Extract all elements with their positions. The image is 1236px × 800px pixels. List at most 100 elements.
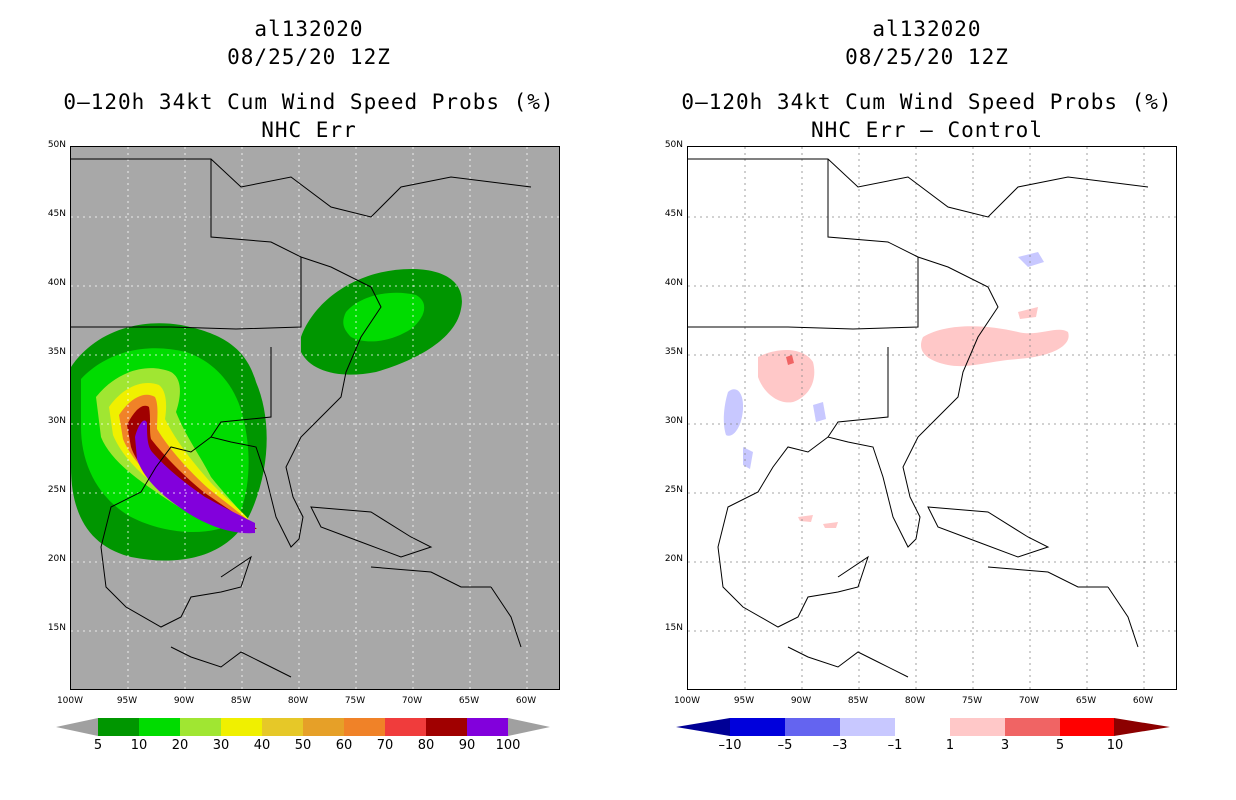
lat-label: 40N bbox=[664, 278, 683, 288]
colorbar-cell bbox=[98, 718, 139, 736]
positive-diff-strong bbox=[786, 355, 794, 365]
lon-label: 70W bbox=[401, 696, 423, 706]
colorbar-cell bbox=[1060, 718, 1114, 736]
lat-label: 45N bbox=[664, 209, 683, 219]
lon-label: 70W bbox=[1018, 696, 1040, 706]
map-svg bbox=[71, 147, 559, 689]
graticule bbox=[71, 147, 559, 689]
lat-label: 30N bbox=[47, 416, 66, 426]
lon-label: 90W bbox=[173, 696, 195, 706]
colorbar-label: –1 bbox=[887, 738, 903, 753]
colorbar-cell bbox=[895, 718, 950, 736]
positive-diff-region bbox=[1018, 307, 1038, 319]
colorbar-label: 100 bbox=[495, 738, 521, 753]
coastlines bbox=[688, 158, 1149, 678]
lat-label: 35N bbox=[664, 347, 683, 357]
positive-diff-region bbox=[823, 522, 838, 528]
negative-diff-region bbox=[1018, 252, 1044, 267]
right-colorbar bbox=[676, 718, 1170, 736]
colorbar-cell bbox=[785, 718, 840, 736]
probability-map bbox=[70, 146, 560, 690]
colorbar-cell bbox=[262, 718, 303, 736]
colorbar-cell bbox=[180, 718, 221, 736]
lon-label: 90W bbox=[790, 696, 812, 706]
lon-label: 100W bbox=[673, 696, 701, 706]
positive-diff-region bbox=[920, 326, 1069, 367]
prob-50-region bbox=[119, 394, 255, 528]
lon-label: 95W bbox=[733, 696, 755, 706]
colorbar-cell bbox=[1005, 718, 1060, 736]
colorbar-cell bbox=[950, 718, 1005, 736]
colorbar-cell bbox=[139, 718, 180, 736]
datetime-title: 08/25/20 12Z bbox=[227, 45, 391, 69]
colorbar-label: 10 bbox=[1106, 738, 1124, 753]
lon-label: 85W bbox=[230, 696, 252, 706]
negative-diff-region bbox=[813, 402, 826, 422]
colorbar-label: 70 bbox=[376, 738, 394, 753]
negative-diff-region bbox=[743, 447, 753, 469]
prob-90-region bbox=[135, 420, 255, 534]
lon-label: 80W bbox=[904, 696, 926, 706]
left-panel: al132020 08/25/20 12Z 0–120h 34kt Cum Wi… bbox=[47, 17, 560, 753]
positive-diff-region bbox=[758, 350, 815, 403]
colorbar-label: 30 bbox=[212, 738, 230, 753]
colorbar-cell bbox=[303, 718, 344, 736]
left-colorbar bbox=[56, 718, 550, 736]
colorbar-label: 5 bbox=[1055, 738, 1065, 753]
lat-label: 35N bbox=[47, 347, 66, 357]
product-title: 0–120h 34kt Cum Wind Speed Probs (%) bbox=[681, 90, 1173, 114]
lon-label: 75W bbox=[344, 696, 366, 706]
colorbar-label: –5 bbox=[777, 738, 793, 753]
coastlines bbox=[71, 158, 532, 678]
colorbar-end-low bbox=[56, 718, 98, 736]
lat-label: 25N bbox=[47, 485, 66, 495]
lon-label: 60W bbox=[515, 696, 537, 706]
colorbar-cell bbox=[385, 718, 426, 736]
colorbar-label: –10 bbox=[718, 738, 742, 753]
lat-label: 15N bbox=[664, 623, 683, 633]
colorbar-label: 3 bbox=[1000, 738, 1010, 753]
negative-diff-region bbox=[723, 389, 744, 436]
lat-label: 40N bbox=[47, 278, 66, 288]
lon-label: 75W bbox=[961, 696, 983, 706]
colorbar-label: 40 bbox=[253, 738, 271, 753]
lat-label: 15N bbox=[47, 623, 66, 633]
positive-diff-region bbox=[798, 515, 813, 522]
lon-label: 65W bbox=[1075, 696, 1097, 706]
colorbar-cell bbox=[840, 718, 895, 736]
colorbar-cell bbox=[221, 718, 262, 736]
lat-label: 50N bbox=[47, 140, 66, 150]
storm-id-title: al132020 bbox=[872, 17, 982, 41]
lat-label: 20N bbox=[664, 554, 683, 564]
colorbar-label: 80 bbox=[417, 738, 435, 753]
lon-label: 100W bbox=[56, 696, 84, 706]
map-svg bbox=[688, 147, 1176, 689]
product-title: 0–120h 34kt Cum Wind Speed Probs (%) bbox=[63, 90, 555, 114]
lat-label: 25N bbox=[664, 485, 683, 495]
colorbar-cell bbox=[467, 718, 508, 736]
colorbar-label: 90 bbox=[458, 738, 476, 753]
prob-10-northeast bbox=[343, 292, 425, 342]
subtitle: NHC Err – Control bbox=[811, 118, 1043, 142]
colorbar-label: –3 bbox=[832, 738, 848, 753]
colorbar-label: 5 bbox=[93, 738, 103, 753]
colorbar-end-low bbox=[676, 718, 730, 736]
colorbar-cell bbox=[344, 718, 385, 736]
colorbar-label: 60 bbox=[335, 738, 353, 753]
colorbar-end-high bbox=[1114, 718, 1170, 736]
difference-map bbox=[687, 146, 1177, 690]
subtitle: NHC Err bbox=[261, 118, 357, 142]
lat-label: 20N bbox=[47, 554, 66, 564]
colorbar-cell bbox=[426, 718, 467, 736]
colorbar-label: 10 bbox=[130, 738, 148, 753]
storm-id-title: al132020 bbox=[254, 17, 364, 41]
colorbar-label: 20 bbox=[171, 738, 189, 753]
lon-label: 85W bbox=[847, 696, 869, 706]
colorbar-end-high bbox=[508, 718, 550, 736]
datetime-title: 08/25/20 12Z bbox=[845, 45, 1009, 69]
lat-label: 30N bbox=[664, 416, 683, 426]
lat-label: 50N bbox=[664, 140, 683, 150]
lon-label: 65W bbox=[458, 696, 480, 706]
lon-label: 80W bbox=[287, 696, 309, 706]
right-panel: al132020 08/25/20 12Z 0–120h 34kt Cum Wi… bbox=[618, 0, 1236, 800]
